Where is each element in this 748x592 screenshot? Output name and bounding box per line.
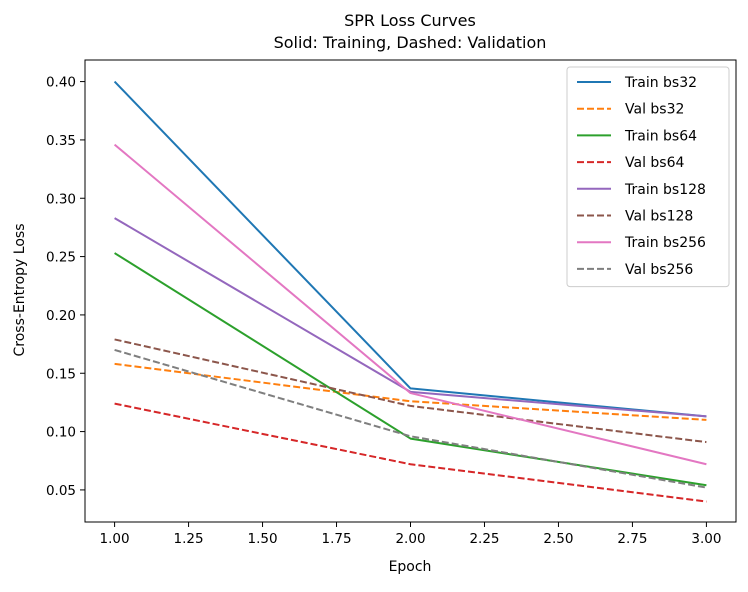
legend: Train bs32 Val bs32 Train bs64 Val bs64 Trai… xyxy=(566,66,730,288)
y-tick-label: 0.05 xyxy=(46,483,76,499)
y-tick-label: 0.15 xyxy=(46,366,76,382)
y-tick-label: 0.30 xyxy=(46,191,76,207)
series-line-train-bs256 xyxy=(113,143,707,466)
legend-box xyxy=(566,66,730,288)
x-tick-label: 1.25 xyxy=(174,531,204,547)
x-tick-label: 2.50 xyxy=(543,531,573,547)
legend-label: Val bs64 xyxy=(625,155,684,171)
plot-frame xyxy=(84,59,737,523)
lines-layer xyxy=(113,80,707,503)
legend-label: Train bs128 xyxy=(624,182,706,198)
series-line-val-bs256 xyxy=(114,348,707,489)
chart-subtitle: Solid: Training, Dashed: Validation xyxy=(274,33,547,52)
x-axis-label: Epoch xyxy=(389,559,432,575)
y-axis-label: Cross-Entropy Loss xyxy=(12,224,28,357)
legend-label: Train bs256 xyxy=(624,235,706,251)
legend-label: Val bs256 xyxy=(625,262,693,278)
chart-title: SPR Loss Curves xyxy=(344,11,476,30)
x-tick-label: 2.00 xyxy=(395,531,425,547)
x-tick-label: 1.50 xyxy=(248,531,278,547)
x-tick-label: 1.75 xyxy=(321,531,351,547)
series-line-val-bs64 xyxy=(114,402,707,503)
ticks-layer: 1.00 1.25 1.50 1.75 2.00 2.25 2.50 2.75 3.00 0.05… xyxy=(46,75,722,547)
y-tick-label: 0.25 xyxy=(46,250,76,266)
x-tick-label: 2.75 xyxy=(617,531,647,547)
x-tick-label: 2.25 xyxy=(469,531,499,547)
x-tick-label: 3.00 xyxy=(691,531,721,547)
legend-label: Train bs64 xyxy=(624,128,697,144)
y-tick-label: 0.40 xyxy=(46,75,76,91)
series-line-train-bs64 xyxy=(114,252,707,487)
series-line-train-bs32 xyxy=(113,80,707,418)
legend-label: Train bs32 xyxy=(624,75,697,91)
series-line-val-bs32 xyxy=(114,362,707,421)
y-tick-label: 0.10 xyxy=(46,425,76,441)
series-line-val-bs128 xyxy=(114,338,707,444)
y-tick-label: 0.35 xyxy=(46,133,76,149)
legend-label: Val bs128 xyxy=(625,209,693,225)
legend-label: Val bs32 xyxy=(625,102,684,118)
y-tick-label: 0.20 xyxy=(46,308,76,324)
x-tick-label: 1.00 xyxy=(100,531,130,547)
